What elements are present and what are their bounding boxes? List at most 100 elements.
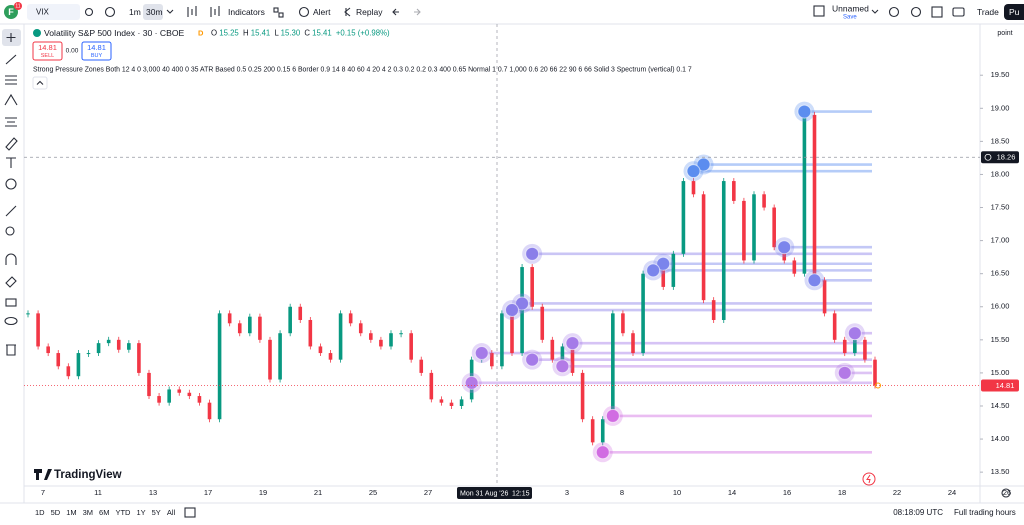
undo[interactable] (392, 8, 399, 16)
crosshair-tool (6, 33, 16, 42)
templates-icon[interactable] (273, 7, 279, 13)
zone-marker (797, 104, 812, 119)
candle (510, 313, 514, 354)
x-tick-label: 14 (728, 488, 736, 497)
alert-button[interactable]: Alert (313, 7, 331, 17)
range-button[interactable]: 1Y (136, 508, 145, 517)
icon-tool[interactable] (5, 178, 17, 190)
candle (66, 366, 71, 377)
candle (721, 181, 726, 320)
layout-dropdown[interactable] (871, 9, 879, 14)
candle (167, 389, 171, 403)
range-button[interactable]: 5D (51, 508, 61, 517)
avatar[interactable] (4, 5, 18, 19)
x-tick-label: 11 (94, 488, 102, 497)
screenshot[interactable] (952, 7, 965, 17)
zone-marker (595, 445, 610, 460)
trade-button[interactable]: Trade (977, 7, 999, 17)
last-price-box (981, 379, 1019, 392)
measure-tool[interactable] (5, 205, 17, 217)
candle (711, 300, 716, 320)
layout-icon[interactable] (813, 5, 825, 17)
candle (641, 273, 645, 354)
magnet-tool[interactable] (5, 253, 17, 265)
alert-icon[interactable] (298, 6, 310, 18)
high-value: 15.41 (251, 29, 271, 38)
add-icon[interactable] (104, 6, 116, 18)
hide-tool[interactable] (4, 316, 18, 326)
interval-1m[interactable]: 1m (129, 7, 141, 17)
candle (96, 343, 101, 354)
candle (822, 280, 827, 314)
text-tool[interactable] (6, 157, 16, 168)
candle (419, 359, 424, 373)
candle (439, 399, 444, 403)
zone-marker (464, 375, 479, 390)
remove-tool[interactable] (6, 344, 16, 356)
range-button[interactable]: 3M (83, 508, 93, 517)
axis-settings[interactable] (1001, 488, 1011, 498)
last-price-dot (875, 382, 881, 389)
symbol-search[interactable] (27, 4, 80, 20)
candle (177, 389, 182, 393)
candle (318, 346, 323, 354)
buy-button[interactable] (81, 41, 112, 61)
redo[interactable] (414, 8, 421, 16)
range-button[interactable]: 5Y (152, 508, 161, 517)
indicators-icon[interactable] (210, 6, 220, 17)
range-button[interactable]: All (167, 508, 176, 517)
layout-name[interactable]: Unnamed (832, 3, 869, 13)
candle (116, 339, 121, 350)
candle (76, 353, 81, 377)
events-icon[interactable] (862, 472, 876, 486)
chart-type-icon[interactable] (187, 6, 197, 17)
y-tick-label: 19.50 (991, 70, 1010, 79)
clock: 08:18:09 UTC (893, 508, 943, 517)
settings[interactable] (910, 6, 922, 18)
sell-button[interactable] (32, 41, 63, 61)
zoom-tool[interactable] (5, 226, 15, 236)
trendline-tool[interactable] (5, 54, 17, 65)
lock-tool[interactable] (5, 298, 17, 307)
stay-drawing[interactable] (5, 276, 17, 288)
indicators-button[interactable]: Indicators (228, 7, 265, 17)
candle (237, 323, 242, 334)
collapse-legend[interactable] (32, 76, 48, 90)
sell-price: 14.81 (38, 43, 57, 52)
templates-icon-2 (278, 12, 284, 18)
scale-mode[interactable]: point (997, 30, 1012, 37)
fullscreen[interactable] (931, 6, 943, 18)
candle (187, 392, 192, 397)
interval-dropdown[interactable] (166, 9, 174, 14)
range-button[interactable]: YTD (115, 508, 131, 517)
interval-30m[interactable]: 30m (146, 7, 163, 17)
session[interactable]: Full trading hours (954, 508, 1016, 517)
y-tick-label: 19.00 (991, 103, 1010, 112)
candle (611, 313, 615, 420)
tv-logo (34, 469, 52, 480)
range-button[interactable]: 6M (99, 508, 109, 517)
date-range-icon[interactable] (184, 507, 196, 518)
replay-button[interactable]: Replay (356, 7, 383, 17)
open-key: O (211, 29, 217, 38)
pattern-tool[interactable] (4, 93, 18, 106)
crosshair-price-label: 18.26 (997, 153, 1016, 162)
compare-icon[interactable] (84, 7, 94, 17)
candle (86, 353, 91, 355)
range-button[interactable]: 1D (35, 508, 45, 517)
save-label[interactable]: Save (843, 15, 857, 21)
y-tick-label: 17.00 (991, 236, 1010, 245)
candle (752, 194, 756, 261)
range-button[interactable]: 1M (66, 508, 76, 517)
candle (621, 313, 625, 334)
fib-tool[interactable] (5, 75, 17, 85)
market-status (33, 29, 41, 37)
forecast-tool[interactable] (5, 117, 17, 127)
brush-tool[interactable] (5, 137, 18, 151)
quick-search[interactable] (888, 6, 900, 18)
publish-button[interactable] (1004, 4, 1024, 20)
replay-icon[interactable] (344, 7, 351, 17)
x-tick-label: 26 (1003, 488, 1011, 497)
x-tick-label: 19 (259, 488, 267, 497)
zone-marker (807, 273, 822, 288)
